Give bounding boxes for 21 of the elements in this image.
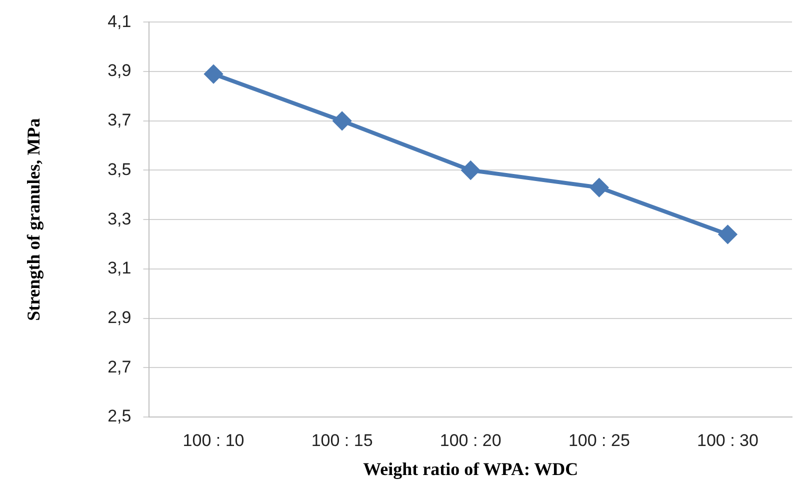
y-tick-label: 4,1 (108, 12, 132, 31)
point (462, 161, 480, 180)
y-tick-label: 2,9 (108, 308, 132, 327)
y-tick-label: 3,1 (108, 258, 132, 278)
x-axis-title: Weight ratio of WPA: WDC (363, 458, 578, 479)
point (590, 178, 608, 197)
x-tick-label: 100 : 10 (182, 430, 244, 450)
y-tick-label: 2,5 (108, 406, 132, 426)
x-tick-label: 100 : 25 (568, 430, 630, 450)
point (718, 225, 737, 244)
x-tick-label: 100 : 15 (311, 430, 373, 450)
y-tick-label: 3,3 (108, 209, 132, 228)
y-tick-label: 3,9 (108, 61, 132, 80)
x-tick-label: 100 : 30 (696, 430, 758, 450)
x-tick-label: 100 : 20 (440, 430, 502, 450)
point (333, 112, 352, 130)
y-tick-label: 3,5 (108, 160, 132, 179)
y-tick-label: 3,7 (108, 110, 132, 130)
y-tick-label: 2,7 (108, 357, 132, 376)
y-axis-title: Strength of granules, MPa (23, 118, 44, 321)
point (204, 65, 223, 84)
